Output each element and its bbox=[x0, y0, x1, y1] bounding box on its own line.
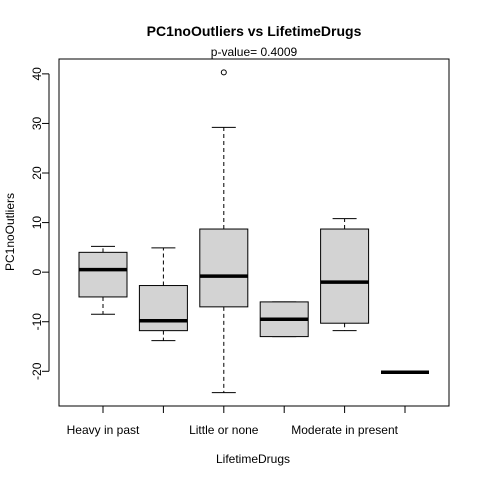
x-tick-label: Moderate in present bbox=[291, 423, 398, 437]
box-iqr bbox=[78, 251, 128, 298]
outlier-point bbox=[220, 69, 227, 76]
y-tick-label: -20 bbox=[30, 362, 44, 380]
y-tick-label: 0 bbox=[30, 269, 44, 276]
box-iqr bbox=[320, 228, 370, 324]
x-tick-label: Little or none bbox=[189, 423, 259, 437]
chart-title: PC1noOutliers vs LifetimeDrugs bbox=[147, 23, 362, 39]
y-tick-label: 40 bbox=[30, 67, 44, 81]
y-tick-label: 20 bbox=[30, 166, 44, 180]
plot-frame bbox=[58, 58, 450, 407]
x-axis-label: LifetimeDrugs bbox=[216, 452, 290, 466]
x-tick-label: Heavy in past bbox=[67, 423, 140, 437]
y-tick-label: 10 bbox=[30, 216, 44, 230]
y-axis-label: PC1noOutliers bbox=[3, 193, 17, 271]
y-tick-label: 30 bbox=[30, 116, 44, 130]
box-iqr bbox=[199, 228, 249, 308]
chart-subtitle: p-value= 0.4009 bbox=[211, 45, 298, 59]
box-iqr bbox=[138, 285, 188, 332]
y-tick-label: -10 bbox=[30, 313, 44, 331]
